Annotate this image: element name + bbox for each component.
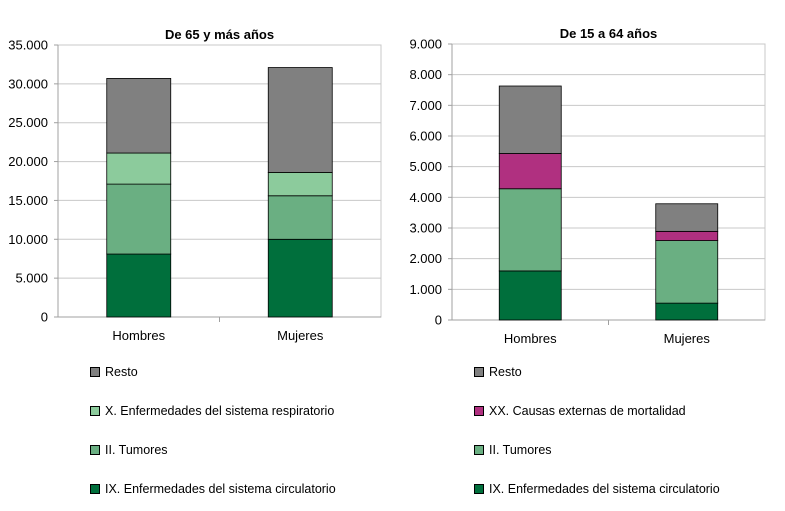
- bar-segment: [498, 270, 562, 321]
- legend-label: Resto: [489, 365, 522, 379]
- legend-swatch: [474, 445, 484, 455]
- legend-item: Resto: [90, 365, 138, 379]
- y-tick-label: 5.000: [15, 271, 48, 286]
- legend-item: IX. Enfermedades del sistema circulatori…: [474, 482, 720, 496]
- bar-segment: [655, 230, 719, 241]
- bar-segment: [267, 172, 333, 197]
- x-tick-label: Hombres: [504, 331, 557, 346]
- x-tick-label: Hombres: [112, 328, 165, 343]
- y-tick-label: 8.000: [409, 67, 442, 82]
- legend-chart-65-plus: Resto X. Enfermedades del sistema respira…: [90, 365, 390, 505]
- y-tick-label: 2.000: [409, 251, 442, 266]
- bar-segment: [655, 240, 719, 304]
- bar-segment: [655, 302, 719, 321]
- bar-segment: [267, 195, 333, 240]
- legend-label: X. Enfermedades del sistema respiratorio: [105, 404, 335, 418]
- y-tick-label: 25.000: [8, 115, 48, 130]
- legend-swatch: [90, 484, 100, 494]
- bar-segment: [655, 203, 719, 232]
- y-tick-label: 0: [41, 310, 48, 325]
- legend-chart-15-64: Resto XX. Causas externas de mortalidad II…: [474, 365, 774, 505]
- legend-label: XX. Causas externas de mortalidad: [489, 404, 686, 418]
- legend-label: II. Tumores: [105, 443, 168, 457]
- y-tick-label: 3.000: [409, 221, 442, 236]
- legend-label: IX. Enfermedades del sistema circulatori…: [105, 482, 336, 496]
- legend-swatch: [474, 406, 484, 416]
- bar-segment: [498, 188, 562, 272]
- y-tick-label: 5.000: [409, 159, 442, 174]
- chart-title: De 15 a 64 años: [560, 26, 658, 41]
- legend-item: XX. Causas externas de mortalidad: [474, 404, 686, 418]
- chart-title: De 65 y más años: [165, 27, 274, 42]
- bar-segment: [106, 183, 172, 255]
- y-tick-label: 0: [435, 313, 442, 328]
- chart-1: 0 1.000 2.000 3.000 4.000 5.000 6.000 7.000 8.00…: [409, 26, 766, 346]
- y-tick-label: 7.000: [409, 98, 442, 113]
- legend-item: IX. Enfermedades del sistema circulatori…: [90, 482, 336, 496]
- chart-0: 0 5.000 10.000 15.000 20.000 25.000 30.000 35.0…: [8, 27, 382, 343]
- legend-label: IX. Enfermedades del sistema circulatori…: [489, 482, 720, 496]
- legend-swatch: [90, 406, 100, 416]
- legend-swatch: [474, 484, 484, 494]
- legend-swatch: [474, 367, 484, 377]
- bar-segment: [498, 153, 562, 190]
- legend-item: II. Tumores: [90, 443, 168, 457]
- x-tick-label: Mujeres: [664, 331, 711, 346]
- y-tick-label: 4.000: [409, 190, 442, 205]
- y-tick-label: 6.000: [409, 129, 442, 144]
- bar-segment: [106, 78, 172, 154]
- y-tick-label: 1.000: [409, 282, 442, 297]
- legend-swatch: [90, 367, 100, 377]
- y-tick-label: 9.000: [409, 37, 442, 52]
- y-tick-label: 15.000: [8, 193, 48, 208]
- bar-segment: [498, 85, 562, 154]
- legend-item: II. Tumores: [474, 443, 552, 457]
- legend-item: Resto: [474, 365, 522, 379]
- y-tick-label: 30.000: [8, 76, 48, 91]
- legend-label: II. Tumores: [489, 443, 552, 457]
- y-tick-label: 20.000: [8, 154, 48, 169]
- bar-segment: [267, 238, 333, 318]
- legend-label: Resto: [105, 365, 138, 379]
- y-tick-label: 35.000: [8, 38, 48, 53]
- legend-swatch: [90, 445, 100, 455]
- bar-segment: [106, 152, 172, 185]
- bar-segment: [106, 253, 172, 318]
- y-tick-label: 10.000: [8, 232, 48, 247]
- legend-item: X. Enfermedades del sistema respiratorio: [90, 404, 334, 418]
- x-tick-label: Mujeres: [277, 328, 324, 343]
- bar-segment: [267, 67, 333, 173]
